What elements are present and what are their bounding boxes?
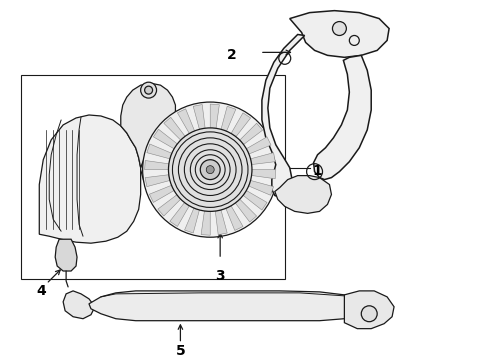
Polygon shape: [344, 291, 394, 329]
Polygon shape: [145, 175, 170, 186]
Polygon shape: [248, 180, 273, 195]
Polygon shape: [185, 208, 199, 233]
Polygon shape: [121, 83, 175, 168]
Polygon shape: [39, 115, 141, 243]
Text: 5: 5: [175, 343, 185, 357]
Polygon shape: [149, 185, 174, 202]
Polygon shape: [170, 203, 189, 226]
Circle shape: [145, 86, 152, 94]
Text: 3: 3: [215, 269, 225, 283]
Polygon shape: [55, 239, 77, 271]
Polygon shape: [147, 144, 172, 159]
Polygon shape: [235, 199, 257, 222]
Polygon shape: [89, 291, 361, 321]
Polygon shape: [215, 210, 227, 235]
Polygon shape: [250, 153, 275, 165]
Polygon shape: [145, 161, 169, 170]
Polygon shape: [290, 11, 389, 57]
Circle shape: [332, 22, 346, 36]
Polygon shape: [164, 117, 185, 140]
Polygon shape: [262, 35, 305, 198]
Circle shape: [169, 128, 252, 211]
Text: 1: 1: [313, 164, 322, 177]
Polygon shape: [243, 190, 267, 210]
Polygon shape: [201, 211, 210, 235]
Polygon shape: [177, 109, 195, 134]
Polygon shape: [153, 129, 177, 149]
Polygon shape: [158, 195, 181, 216]
Circle shape: [143, 102, 278, 237]
Polygon shape: [246, 137, 271, 154]
Polygon shape: [193, 104, 205, 129]
Polygon shape: [275, 176, 331, 213]
Polygon shape: [141, 113, 260, 221]
Circle shape: [361, 306, 377, 322]
Circle shape: [206, 166, 214, 174]
Circle shape: [141, 82, 156, 98]
Circle shape: [200, 160, 220, 180]
Text: 4: 4: [36, 284, 46, 298]
Bar: [22, 75, 285, 279]
Text: 2: 2: [227, 48, 237, 62]
Polygon shape: [231, 113, 250, 137]
Polygon shape: [314, 55, 371, 180]
Polygon shape: [210, 104, 220, 128]
Polygon shape: [240, 123, 263, 144]
Polygon shape: [226, 206, 243, 230]
Polygon shape: [63, 291, 95, 319]
Polygon shape: [221, 106, 236, 131]
Polygon shape: [251, 170, 276, 179]
